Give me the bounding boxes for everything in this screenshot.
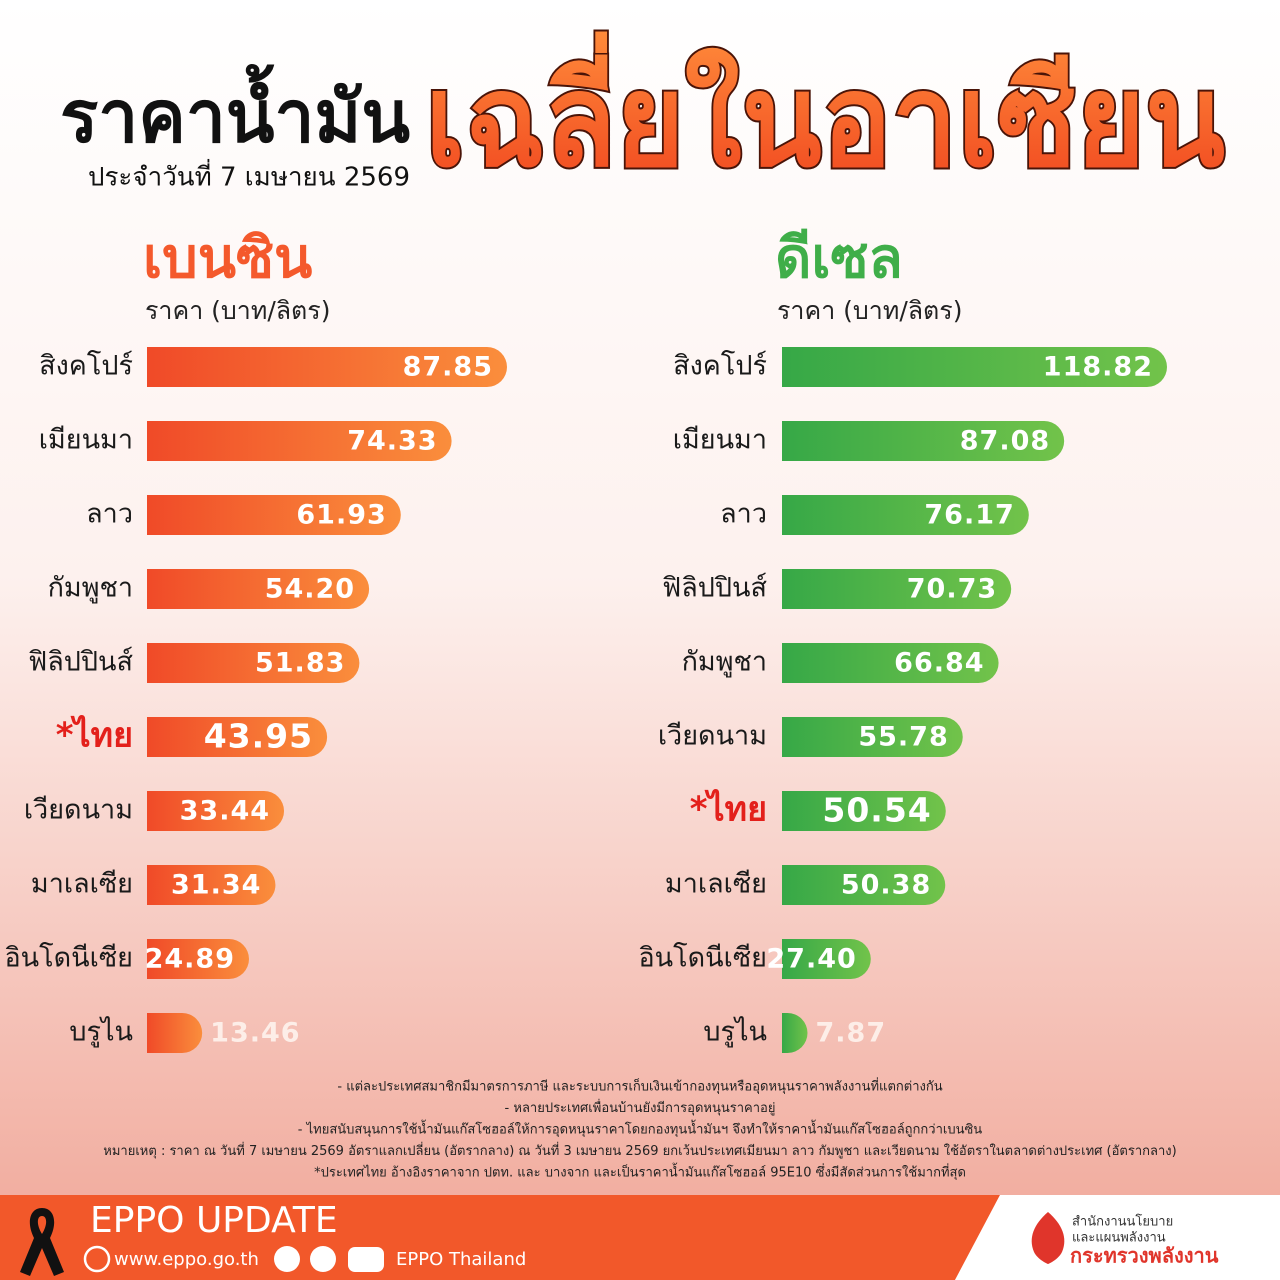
bar (147, 495, 401, 535)
category-label: กัมพูชา (48, 573, 133, 604)
bar (782, 717, 963, 757)
youtube-icon (348, 1247, 384, 1272)
value-label: 74.33 (347, 426, 437, 457)
category-label: ฟิลิปปินส์ (28, 646, 133, 678)
value-label: 43.95 (204, 717, 313, 756)
footer-logo-area (955, 1195, 1280, 1280)
ministry-logo (1031, 1212, 1065, 1264)
category-label: เมียนมา (673, 425, 767, 456)
chart-subtitle: ราคา (บาท/ลิตร) (777, 296, 962, 325)
category-label: *ไทย (690, 789, 767, 830)
category-label: บรูไน (69, 1017, 133, 1048)
value-label: 50.54 (822, 791, 931, 830)
org-name: กระทรวงพลังงาน (1070, 1244, 1219, 1268)
category-label: *ไทย (56, 715, 133, 756)
note-line: *ประเทศไทย อ้างอิงราคาจาก ปตท. และ บางจา… (314, 1163, 966, 1181)
value-label: 61.93 (296, 500, 386, 531)
footer-website: www.eppo.go.th (114, 1249, 259, 1270)
category-label: มาเลเซีย (31, 869, 133, 900)
chart-subtitle: ราคา (บาท/ลิตร) (145, 296, 330, 325)
facebook-icon (274, 1246, 300, 1272)
note-line: - ไทยสนับสนุนการใช้น้ำมันแก๊สโซฮอล์ให้กา… (298, 1120, 983, 1138)
chart-title: เบนซิน (143, 226, 312, 291)
note-line: - หลายประเทศเพื่อนบ้านยังมีการอุดหนุนราค… (505, 1099, 776, 1116)
value-label: 51.83 (255, 648, 345, 679)
value-label: 27.40 (766, 944, 856, 975)
bar (147, 643, 360, 683)
category-label: สิงคโปร์ (673, 350, 767, 382)
category-label: สิงคโปร์ (39, 350, 133, 382)
bar (782, 495, 1029, 535)
bar (782, 569, 1012, 609)
date: ประจำวันที่ 7 เมษายน 2569 (88, 159, 410, 193)
notes: - แต่ละประเทศสมาชิกมีมาตรการภาษี และระบบ… (103, 1077, 1176, 1181)
org-line: และแผนพลังงาน (1072, 1231, 1166, 1246)
bar (147, 939, 249, 979)
bar (782, 939, 871, 979)
bar (147, 347, 507, 387)
value-label: 50.38 (841, 870, 931, 901)
value-label: 66.84 (894, 648, 984, 679)
value-label: 13.46 (210, 1018, 300, 1049)
bar (147, 1013, 203, 1053)
category-label: เวียดนาม (24, 795, 133, 826)
footer-brand: EPPO UPDATE (90, 1200, 338, 1241)
value-label: 87.08 (960, 426, 1050, 457)
value-label: 55.78 (858, 722, 948, 753)
category-label: เวียดนาม (658, 721, 767, 752)
value-label: 76.17 (924, 500, 1014, 531)
value-label: 24.89 (145, 944, 235, 975)
note-line: หมายเหตุ : ราคา ณ วันที่ 7 เมษายน 2569 อ… (103, 1142, 1176, 1159)
bar (147, 421, 452, 461)
ribbon-icon (20, 1208, 64, 1276)
category-label: ลาว (86, 499, 133, 530)
twitter-icon (310, 1246, 336, 1272)
value-label: 87.85 (403, 352, 493, 383)
value-label: 54.20 (265, 574, 355, 605)
category-label: ลาว (720, 499, 767, 530)
bar (782, 791, 946, 831)
category-label: กัมพูชา (682, 647, 767, 678)
category-label: อินโดนีเซีย (638, 943, 767, 974)
bar (782, 347, 1167, 387)
value-label: 70.73 (907, 574, 997, 605)
bar (782, 643, 999, 683)
bar (782, 1013, 808, 1053)
title: ราคาน้ำมัน (60, 64, 410, 159)
bar (147, 569, 370, 609)
value-label: 33.44 (180, 796, 270, 827)
bar (782, 421, 1065, 461)
category-label: มาเลเซีย (665, 869, 767, 900)
footer-band (0, 1195, 1000, 1280)
bar (147, 791, 285, 831)
bar (147, 717, 328, 757)
category-label: เมียนมา (39, 425, 133, 456)
category-label: ฟิลิปปินส์ (662, 572, 767, 604)
footer-social: EPPO Thailand (396, 1249, 526, 1270)
value-label: 7.87 (816, 1018, 887, 1049)
highlight-title: เฉลี่ยในอาเซียน (425, 31, 1225, 196)
web-icon (83, 1245, 111, 1273)
category-label: บรูไน (703, 1017, 767, 1048)
category-label: อินโดนีเซีย (4, 943, 133, 974)
bar (782, 865, 946, 905)
note-line: - แต่ละประเทศสมาชิกมีมาตรการภาษี และระบบ… (337, 1077, 942, 1095)
bar (147, 865, 276, 905)
value-label: 31.34 (171, 870, 261, 901)
value-label: 118.82 (1043, 352, 1153, 383)
chart-title: ดีเซล (775, 226, 903, 291)
org-line: สำนักงานนโยบาย (1072, 1214, 1173, 1230)
